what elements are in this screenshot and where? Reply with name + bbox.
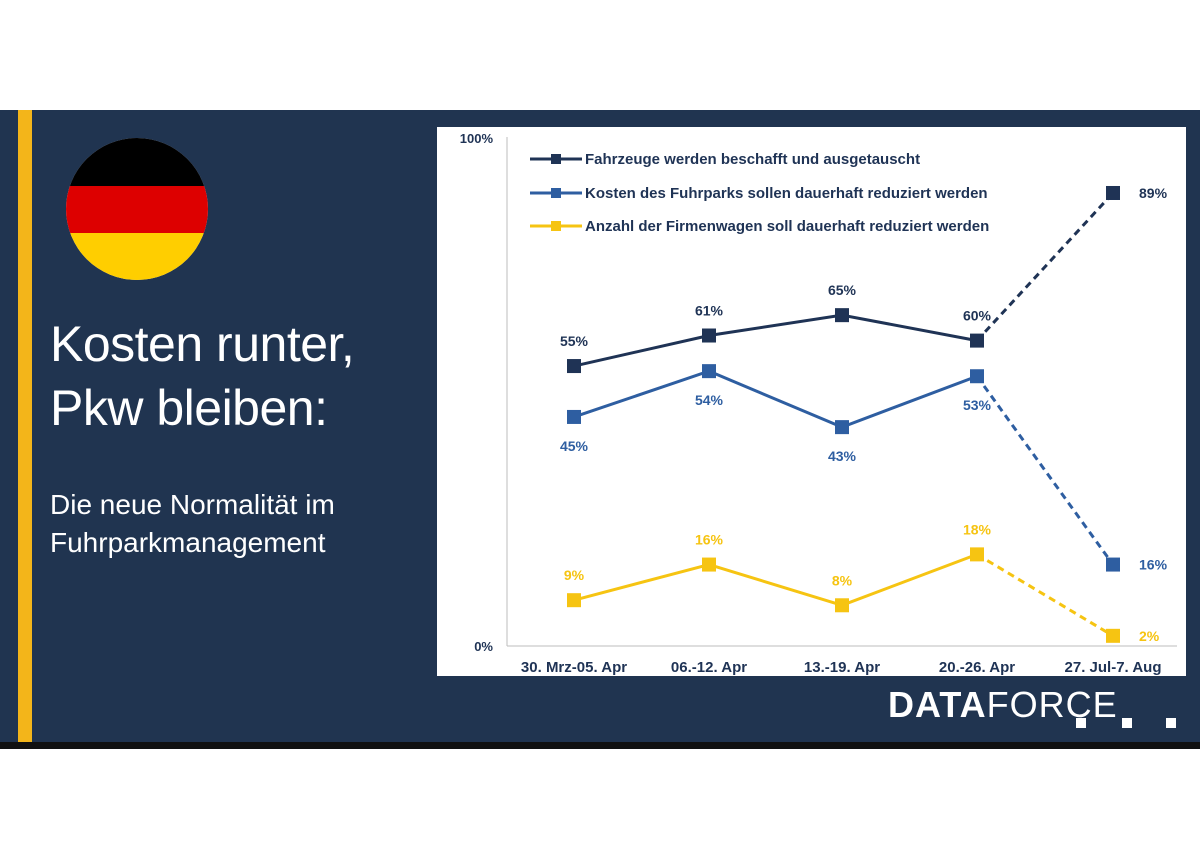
data-label: 45% [560, 438, 589, 454]
series-line-dashed [975, 375, 1115, 566]
title-line-2: Pkw bleiben: [50, 380, 328, 436]
series-line [573, 369, 978, 429]
line-chart: 100% 0% 30. Mrz-05. Apr 06.-12. Apr 13.-19. … [460, 131, 1177, 676]
logo-force-text: FORCE [986, 684, 1118, 725]
logo-dot [1076, 718, 1086, 728]
data-label: 65% [828, 282, 857, 298]
series-line [573, 313, 978, 368]
germany-flag-icon [66, 138, 208, 280]
accent-bar [18, 110, 32, 742]
dataforce-logo: DATAFORCE [888, 684, 1188, 730]
data-point [970, 547, 984, 562]
data-label: 53% [963, 397, 992, 413]
subtitle: Die neue Normalität im Fuhrparkmanagemen… [50, 486, 420, 562]
y-tick-label: 0% [474, 639, 493, 654]
logo-data-text: DATA [888, 684, 987, 725]
data-point [1106, 557, 1120, 572]
legend-marker [551, 221, 561, 231]
data-point [702, 557, 716, 572]
series-line-dashed [976, 553, 1114, 638]
y-tick-label: 100% [460, 131, 494, 146]
data-point [970, 369, 984, 384]
bottom-divider [0, 742, 1200, 749]
title-line-1: Kosten runter, [50, 316, 355, 372]
logo-dot [1122, 718, 1132, 728]
data-label: 60% [963, 308, 992, 324]
data-label: 54% [695, 392, 724, 408]
legend-label: Kosten des Fuhrparks sollen dauerhaft re… [585, 185, 988, 202]
data-label: 2% [1139, 628, 1160, 644]
flag-stripe-gold [66, 233, 208, 280]
data-point [835, 598, 849, 613]
data-label: 55% [560, 333, 589, 349]
logo-dot [1166, 718, 1176, 728]
subtitle-line-2: Fuhrparkmanagement [50, 527, 326, 558]
x-tick-label: 13.-19. Apr [804, 659, 880, 676]
legend-label: Fahrzeuge werden beschafft und ausgetaus… [585, 151, 920, 168]
legend-label: Anzahl der Firmenwagen soll dauerhaft re… [585, 218, 989, 235]
subtitle-line-1: Die neue Normalität im [50, 489, 335, 520]
data-point [970, 333, 984, 348]
x-tick-label: 06.-12. Apr [671, 659, 747, 676]
x-tick-label: 20.-26. Apr [939, 659, 1015, 676]
logo-wordmark: DATAFORCE [888, 684, 1118, 726]
series-line-dashed [975, 191, 1115, 342]
series-line [573, 552, 978, 607]
data-label: 18% [963, 521, 992, 537]
data-label: 16% [695, 532, 724, 548]
data-point [567, 359, 581, 374]
data-label: 8% [832, 572, 853, 588]
data-point [702, 328, 716, 343]
page-title: Kosten runter, Pkw bleiben: [50, 312, 420, 440]
data-point [702, 364, 716, 379]
data-point [1106, 628, 1120, 643]
data-point [1106, 185, 1120, 200]
x-tick-label: 27. Jul-7. Aug [1065, 659, 1162, 676]
x-tick-label: 30. Mrz-05. Apr [521, 659, 627, 676]
data-label: 89% [1139, 185, 1168, 201]
data-label: 9% [564, 567, 585, 583]
data-label: 61% [695, 303, 724, 319]
data-point [835, 308, 849, 323]
data-label: 16% [1139, 557, 1168, 573]
data-point [567, 409, 581, 424]
legend-marker [551, 154, 561, 164]
flag-stripe-red [66, 186, 208, 233]
data-label: 43% [828, 448, 857, 464]
chart-panel: 100% 0% 30. Mrz-05. Apr 06.-12. Apr 13.-19. … [437, 127, 1186, 676]
legend-marker [551, 188, 561, 198]
data-point [835, 420, 849, 435]
flag-stripe-black [66, 138, 208, 186]
data-point [567, 593, 581, 608]
